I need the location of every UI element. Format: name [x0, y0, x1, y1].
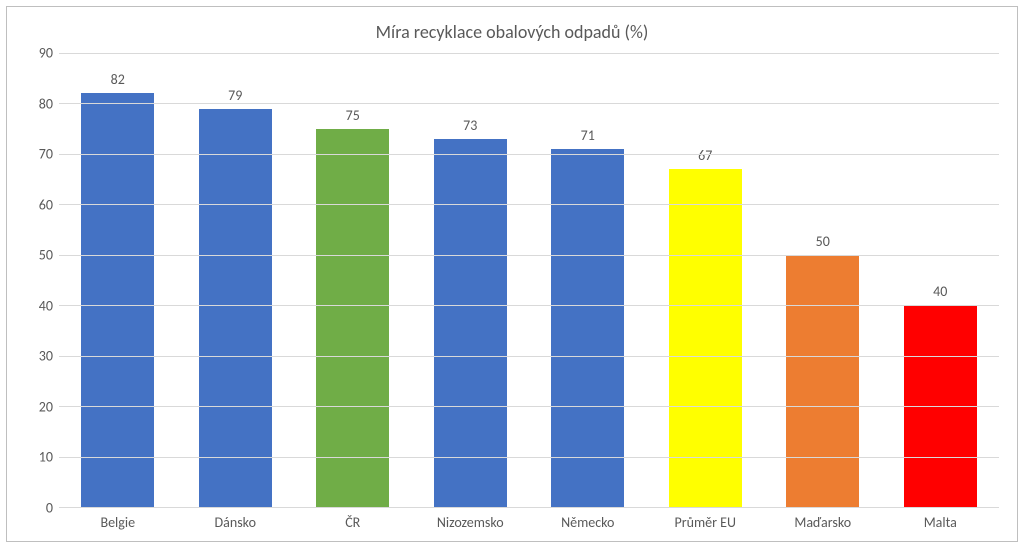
y-tick-label: 30 — [39, 348, 53, 365]
x-axis-label: Maďarsko — [764, 514, 882, 531]
gridline — [59, 406, 999, 407]
y-tick-label: 10 — [39, 449, 53, 466]
gridline — [59, 305, 999, 306]
gridline — [59, 457, 999, 458]
y-tick-label: 20 — [39, 398, 53, 415]
chart-frame: Míra recyklace obalových odpadů (%) 0 10 2… — [6, 6, 1018, 542]
bar: 79 — [199, 109, 272, 508]
bar-slot: 50 — [764, 53, 882, 507]
gridline — [59, 154, 999, 155]
gridline — [59, 255, 999, 256]
y-tick-label: 80 — [39, 95, 53, 112]
x-axis-label: Malta — [882, 514, 1000, 531]
x-axis-label: ČR — [294, 514, 412, 531]
x-axis-label: Belgie — [59, 514, 177, 531]
bar-slot: 79 — [177, 53, 295, 507]
gridline — [59, 356, 999, 357]
y-tick-label: 70 — [39, 146, 53, 163]
bar-value-label: 40 — [933, 283, 947, 300]
bar: 71 — [551, 149, 624, 507]
y-tick-label: 0 — [46, 500, 53, 517]
bar-value-label: 79 — [228, 87, 242, 104]
gridline — [59, 53, 999, 54]
bar-slot: 73 — [412, 53, 530, 507]
y-tick-label: 60 — [39, 196, 53, 213]
bar: 50 — [786, 255, 859, 507]
bar-slot: 75 — [294, 53, 412, 507]
y-tick-label: 90 — [39, 45, 53, 62]
chart-title: Míra recyklace obalových odpadů (%) — [25, 21, 999, 43]
bar-slot: 40 — [882, 53, 1000, 507]
bar-slot: 71 — [529, 53, 647, 507]
bars-container: 8279757371675040 — [59, 53, 999, 507]
bar-value-label: 73 — [463, 117, 477, 134]
x-axis: BelgieDánskoČRNizozemskoNěmeckoPrůměr EU… — [59, 514, 999, 531]
bar: 82 — [81, 93, 154, 507]
bar: 73 — [434, 139, 507, 507]
x-axis-label: Dánsko — [177, 514, 295, 531]
gridline — [59, 204, 999, 205]
bar: 75 — [316, 129, 389, 507]
bar-value-label: 50 — [816, 233, 830, 250]
bar-slot: 82 — [59, 53, 177, 507]
x-axis-label: Německo — [529, 514, 647, 531]
y-axis: 0102030405060708090 — [25, 53, 59, 508]
plot-row: 0102030405060708090 8279757371675040 — [25, 53, 999, 508]
bar-value-label: 71 — [581, 127, 595, 144]
bar-value-label: 75 — [346, 107, 360, 124]
x-axis-label: Průměr EU — [647, 514, 765, 531]
plot-area: 8279757371675040 — [59, 53, 999, 508]
y-tick-label: 40 — [39, 297, 53, 314]
x-axis-label: Nizozemsko — [412, 514, 530, 531]
bar-value-label: 82 — [111, 71, 125, 88]
gridline — [59, 103, 999, 104]
y-tick-label: 50 — [39, 247, 53, 264]
bar-value-label: 67 — [698, 147, 712, 164]
bar-slot: 67 — [647, 53, 765, 507]
